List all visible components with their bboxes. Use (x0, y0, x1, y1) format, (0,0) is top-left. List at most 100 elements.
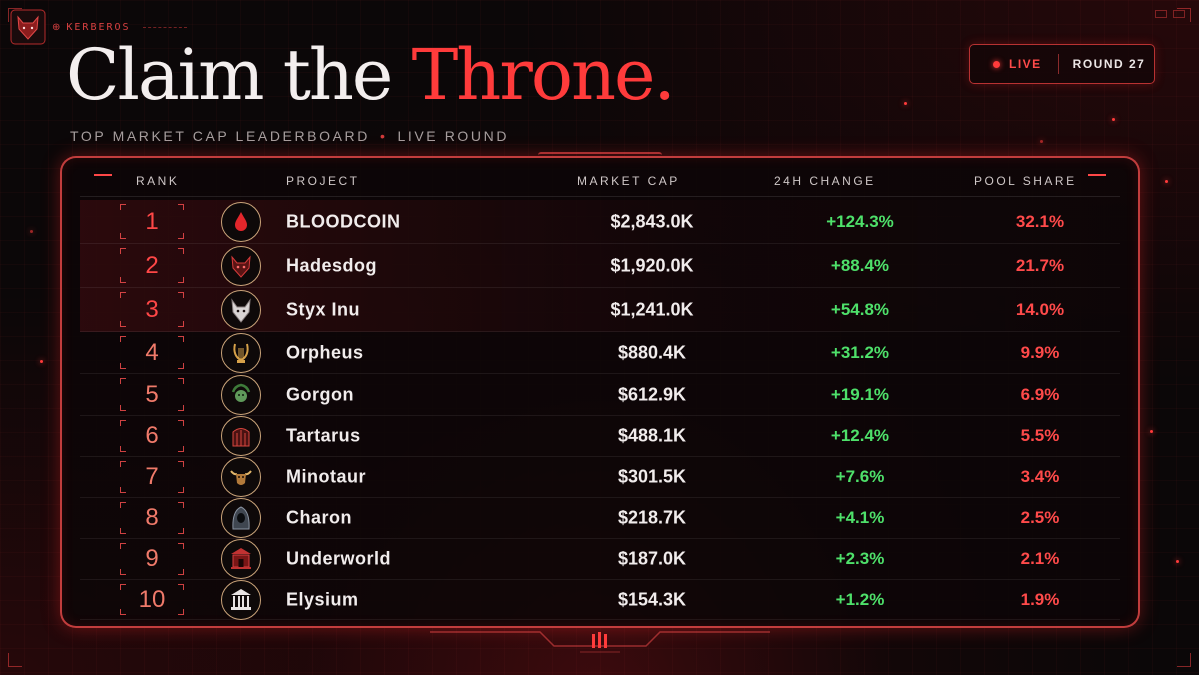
rank-cell: 2 (118, 244, 186, 287)
table-row[interactable]: 5 Gorgon $612.9K +19.1% 6.9% (80, 374, 1120, 416)
page-subtitle: TOP MARKET CAP LEADERBOARD • LIVE ROUND (70, 128, 509, 144)
market-cap-value: $2,843.0K (610, 211, 694, 231)
rank-number: 7 (145, 463, 159, 490)
market-cap-value: $488.1K (617, 425, 687, 446)
title-accent: Throne. (411, 34, 676, 116)
rank-cell: 4 (118, 332, 186, 373)
rank-number: 2 (145, 251, 159, 279)
subtitle-separator: • (379, 128, 388, 144)
market-cap-value: $187.0K (617, 548, 687, 569)
pool-share-value: 2.5% (1020, 508, 1060, 527)
frame-corner (8, 8, 22, 22)
table-row[interactable]: 10 Elysium $154.3K +1.2% 1.9% (80, 579, 1120, 620)
rank-cell: 1 (118, 200, 186, 243)
table-row[interactable]: 2 Hadesdog $1,920.0K +88.4% 21.7% (80, 244, 1120, 288)
market-cap-value: $1,920.0K (610, 255, 694, 275)
temple-white-icon (221, 579, 261, 620)
rank-cell: 9 (118, 539, 186, 579)
header-24h-change: 24H CHANGE (774, 174, 876, 188)
project-name: Minotaur (286, 466, 366, 487)
brand-name: KERBEROS (66, 21, 131, 33)
table-row[interactable]: 4 Orpheus $880.4K +31.2% 9.9% (80, 332, 1120, 374)
bull-icon (221, 457, 261, 497)
change-value: +12.4% (830, 426, 890, 445)
table-row[interactable]: 7 Minotaur $301.5K +7.6% 3.4% (80, 457, 1120, 498)
market-cap-value: $880.4K (617, 342, 687, 362)
divider (142, 26, 187, 28)
header-deco (94, 174, 112, 176)
rank-cell: 8 (118, 498, 186, 538)
change-value: +1.2% (835, 589, 885, 609)
change-value: +31.2% (830, 342, 890, 362)
rank-cell: 6 (118, 416, 186, 456)
rank-number: 5 (145, 380, 159, 408)
rank-number: 1 (145, 207, 159, 235)
change-value: +88.4% (830, 255, 890, 275)
frame-corner (8, 653, 22, 667)
market-cap-value: $301.5K (617, 466, 687, 487)
table-row[interactable]: 8 Charon $218.7K +4.1% 2.5% (80, 498, 1120, 539)
bottom-ornament (430, 631, 770, 653)
hooded-figure-icon (221, 498, 261, 538)
market-cap-value: $218.7K (617, 507, 687, 528)
project-name: Underworld (286, 548, 392, 569)
deco-box (1155, 10, 1167, 18)
temple-red-icon (221, 539, 261, 579)
crosshair-icon: ⊕ (52, 21, 61, 33)
project-name: Gorgon (286, 384, 354, 404)
market-cap-value: $154.3K (617, 589, 687, 609)
wolf-logo-icon (10, 9, 46, 45)
pool-share-value: 5.5% (1020, 426, 1060, 445)
white-wolf-icon (221, 289, 261, 330)
change-value: +7.6% (835, 467, 885, 486)
page-title: Claim the Throne. (66, 40, 676, 110)
window-deco (1155, 10, 1185, 18)
round-label: ROUND 27 (1072, 57, 1146, 71)
blood-drop-icon (221, 201, 261, 242)
rank-number: 3 (145, 295, 159, 323)
change-value: +2.3% (835, 549, 885, 568)
project-name: Styx Inu (286, 299, 361, 319)
rank-cell: 10 (118, 580, 186, 619)
pool-share-value: 14.0% (1015, 299, 1065, 319)
rank-cell: 3 (118, 288, 186, 331)
project-name: Tartarus (286, 425, 361, 446)
table-row[interactable]: 9 Underworld $187.0K +2.3% 2.1% (80, 539, 1120, 580)
change-value: +4.1% (835, 508, 885, 527)
frame-corner (1177, 8, 1191, 22)
pool-share-value: 2.1% (1020, 549, 1060, 568)
project-name: Elysium (286, 589, 359, 609)
pool-share-value: 3.4% (1020, 467, 1060, 486)
rank-number: 9 (145, 545, 159, 572)
header-rank: RANK (136, 174, 180, 188)
market-cap-value: $1,241.0K (610, 299, 694, 319)
live-label: LIVE (1009, 57, 1042, 71)
pool-share-value: 21.7% (1015, 255, 1065, 275)
deco-box (1173, 10, 1185, 18)
header-pool-share: POOL SHARE (974, 174, 1077, 188)
rank-cell: 5 (118, 374, 186, 415)
wolf-icon (221, 245, 261, 286)
header-project: PROJECT (286, 174, 360, 188)
header-divider (80, 196, 1120, 197)
change-value: +124.3% (826, 211, 894, 231)
brand: ⊕ KERBEROS (10, 9, 187, 45)
pool-share-value: 6.9% (1020, 384, 1060, 404)
header-market-cap: MARKET CAP (577, 174, 680, 188)
market-cap-value: $612.9K (617, 384, 687, 404)
rank-number: 4 (145, 338, 159, 366)
subtitle-left: TOP MARKET CAP LEADERBOARD (70, 128, 370, 144)
table-row[interactable]: 6 Tartarus $488.1K +12.4% 5.5% (80, 416, 1120, 457)
table-header: RANK PROJECT MARKET CAP 24H CHANGE POOL … (62, 168, 1138, 196)
project-name: Charon (286, 507, 352, 528)
change-value: +54.8% (830, 299, 890, 319)
live-dot-icon (993, 60, 1000, 68)
rank-number: 6 (145, 422, 159, 449)
panel-notch (538, 152, 662, 158)
leaderboard-table: RANK PROJECT MARKET CAP 24H CHANGE POOL … (60, 156, 1140, 628)
table-row[interactable]: 1 BLOODCOIN $2,843.0K +124.3% 32.1% (80, 200, 1120, 244)
header-deco (1088, 174, 1106, 176)
frame-corner (1177, 653, 1191, 667)
table-row[interactable]: 3 Styx Inu $1,241.0K +54.8% 14.0% (80, 288, 1120, 332)
title-main: Claim the (66, 34, 412, 116)
